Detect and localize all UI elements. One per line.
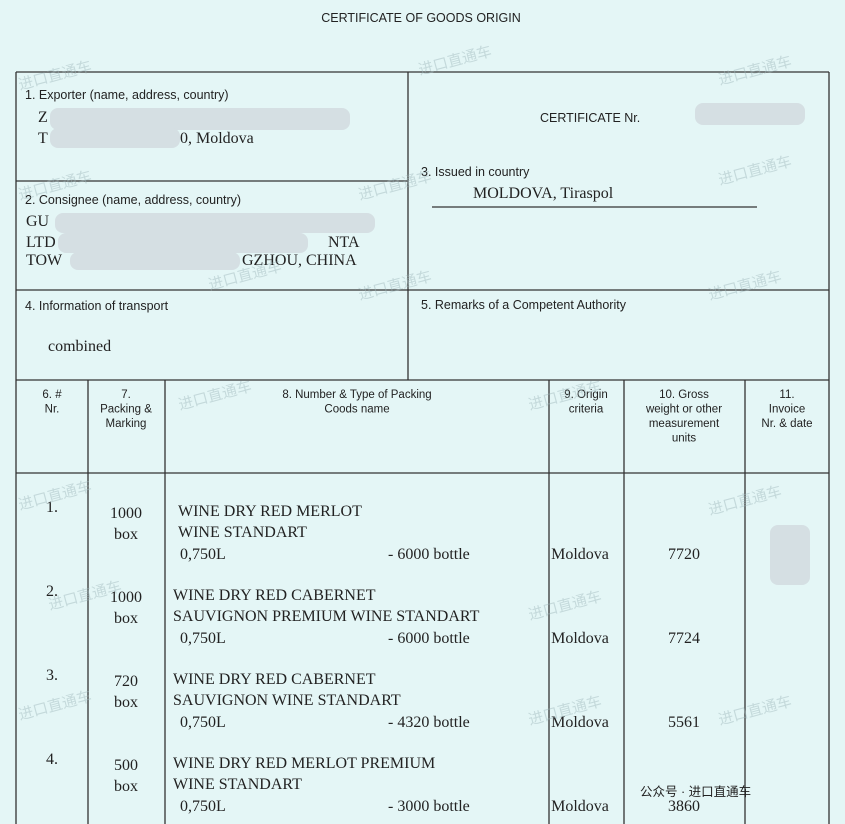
header-line: 6. #	[42, 389, 62, 401]
item-desc: WINE DRY RED CABERNET	[173, 671, 376, 688]
header-line: Invoice	[769, 404, 805, 416]
item-desc: WINE STANDART	[173, 776, 302, 793]
item-unit: box	[114, 610, 138, 627]
issued-label: 3. Issued in country	[421, 165, 530, 179]
item-origin: Moldova	[551, 798, 609, 815]
header-line: measurement	[649, 418, 720, 430]
item-nr: 1.	[46, 499, 58, 516]
item-desc: WINE DRY RED MERLOT	[178, 503, 362, 520]
header-line: 8. Number & Type of Packing	[282, 389, 431, 401]
item-origin: Moldova	[551, 546, 609, 563]
item-desc: WINE DRY RED MERLOT PREMIUM	[173, 755, 435, 772]
item-desc: WINE STANDART	[178, 524, 307, 541]
item-unit: box	[114, 694, 138, 711]
item-weight: 7724	[668, 630, 700, 647]
header-line: Nr.	[45, 404, 60, 416]
watermark: 进口直通车	[176, 377, 253, 414]
item-qty: 1000	[110, 589, 142, 606]
item-origin: Moldova	[551, 714, 609, 731]
item-desc: SAUVIGNON WINE STANDART	[173, 692, 401, 709]
issued-value: MOLDOVA, Tiraspol	[473, 185, 614, 202]
item-bottles: - 6000 bottle	[388, 630, 470, 647]
item-nr: 4.	[46, 751, 58, 768]
header-line: Nr. & date	[761, 418, 812, 430]
consignee-line: GZHOU, CHINA	[242, 252, 357, 269]
watermark: 进口直通车	[716, 152, 793, 189]
consignee-line: LTD	[26, 234, 56, 251]
transport-value: combined	[48, 338, 111, 355]
remarks-label: 5. Remarks of a Competent Authority	[421, 298, 627, 312]
item-desc: SAUVIGNON PREMIUM WINE STANDART	[173, 608, 480, 625]
column-header: 9. Origin criteria	[564, 389, 607, 416]
consignee-label: 2. Consignee (name, address, country)	[25, 193, 241, 207]
transport-label: 4. Information of transport	[25, 299, 169, 313]
watermark: 进口直通车	[416, 42, 493, 79]
header-line: weight or other	[645, 404, 722, 416]
watermark: 进口直通车	[356, 167, 433, 204]
item-volume: 0,750L	[180, 714, 226, 731]
column-header: 6. # Nr.	[42, 389, 62, 416]
exporter-line: Z	[38, 109, 48, 126]
column-header: 7. Packing & Marking	[100, 389, 152, 430]
redactions	[50, 103, 810, 585]
header-line: criteria	[569, 404, 604, 416]
item-qty: 720	[114, 673, 138, 690]
watermark: 进口直通车	[526, 587, 603, 624]
item-weight: 7720	[668, 546, 700, 563]
item-weight: 3860	[668, 798, 700, 815]
consignee-line: GU	[26, 213, 50, 230]
item-qty: 500	[114, 757, 138, 774]
watermark: 进口直通车	[16, 687, 93, 724]
column-header: 8. Number & Type of Packing Coods name	[282, 389, 431, 416]
header-line: Marking	[106, 418, 147, 430]
item-qty: 1000	[110, 505, 142, 522]
item-origin: Moldova	[551, 630, 609, 647]
item-unit: box	[114, 778, 138, 795]
watermark: 进口直通车	[716, 692, 793, 729]
exporter-line: T	[38, 130, 48, 147]
exporter-label: 1. Exporter (name, address, country)	[25, 88, 229, 102]
item-unit: box	[114, 526, 138, 543]
header-line: 11.	[779, 389, 794, 401]
column-headers: 6. # Nr. 7. Packing & Marking 8. Number & Typ…	[42, 389, 812, 445]
header-line: Coods name	[324, 404, 389, 416]
watermark: 进口直通车	[706, 267, 783, 304]
item-volume: 0,750L	[180, 546, 226, 563]
header-line: 10. Gross	[659, 389, 709, 401]
header-line: Packing &	[100, 404, 152, 416]
header-line: 9. Origin	[564, 389, 607, 401]
footer-account: 公众号 · 进口直通车	[640, 784, 751, 799]
header-line: 7.	[121, 389, 131, 401]
item-nr: 3.	[46, 667, 58, 684]
consignee-line: TOW	[26, 252, 63, 269]
item-nr: 2.	[46, 583, 58, 600]
item-volume: 0,750L	[180, 798, 226, 815]
exporter-line: 0, Moldova	[180, 130, 254, 147]
item-bottles: - 4320 bottle	[388, 714, 470, 731]
item-desc: WINE DRY RED CABERNET	[173, 587, 376, 604]
item-bottles: - 3000 bottle	[388, 798, 470, 815]
watermark: 进口直通车	[716, 52, 793, 89]
title: CERTIFICATE OF GOODS ORIGIN	[321, 11, 521, 25]
item-volume: 0,750L	[180, 630, 226, 647]
item-rows: 1. 1000 box WINE DRY RED MERLOT WINE STANDAR…	[46, 499, 700, 815]
header-line: units	[672, 433, 697, 445]
consignee-line: NTA	[328, 234, 360, 251]
certificate-label: CERTIFICATE Nr.	[540, 111, 640, 125]
column-header: 10. Gross weight or other measurement units	[645, 389, 722, 445]
item-bottles: - 6000 bottle	[388, 546, 470, 563]
frame	[15, 71, 830, 824]
item-weight: 5561	[668, 714, 700, 731]
column-header: 11. Invoice Nr. & date	[761, 389, 812, 430]
